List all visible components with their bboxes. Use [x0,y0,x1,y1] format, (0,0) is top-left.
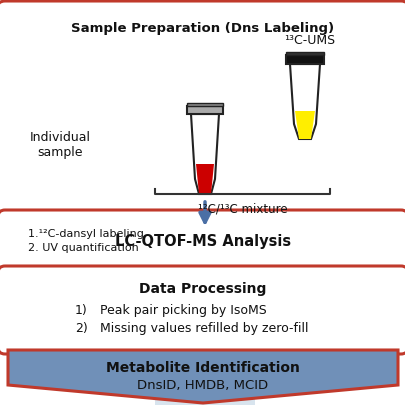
Text: LC-QTOF-MS Analysis: LC-QTOF-MS Analysis [115,234,290,249]
Text: ¹³C-UMS: ¹³C-UMS [284,34,335,47]
Text: ¹²C/¹³C mixture: ¹²C/¹³C mixture [197,202,287,215]
Polygon shape [8,350,397,403]
Bar [285,53,323,56]
FancyBboxPatch shape [0,2,405,217]
Polygon shape [196,164,213,194]
Bar [285,56,323,65]
FancyBboxPatch shape [0,211,405,272]
Bar [187,107,222,115]
FancyBboxPatch shape [155,0,254,405]
Bar [187,104,222,107]
Polygon shape [289,65,319,140]
Text: Missing values refilled by zero-fill: Missing values refilled by zero-fill [100,321,308,334]
Text: 2): 2) [75,321,87,334]
Text: 2. UV quantification: 2. UV quantification [28,243,139,252]
Text: 1): 1) [75,303,87,316]
Text: DnsID, HMDB, MCID: DnsID, HMDB, MCID [137,378,268,391]
Text: 1.¹²C-dansyl labeling: 1.¹²C-dansyl labeling [28,228,143,239]
Text: Data Processing: Data Processing [139,281,266,295]
Text: Metabolite Identification: Metabolite Identification [106,360,299,374]
Text: Individual
sample: Individual sample [30,131,90,159]
Polygon shape [190,115,218,194]
FancyBboxPatch shape [0,266,405,354]
Polygon shape [294,112,314,140]
Text: Peak pair picking by IsoMS: Peak pair picking by IsoMS [100,303,266,316]
Text: Sample Preparation (Dns Labeling): Sample Preparation (Dns Labeling) [71,22,334,35]
